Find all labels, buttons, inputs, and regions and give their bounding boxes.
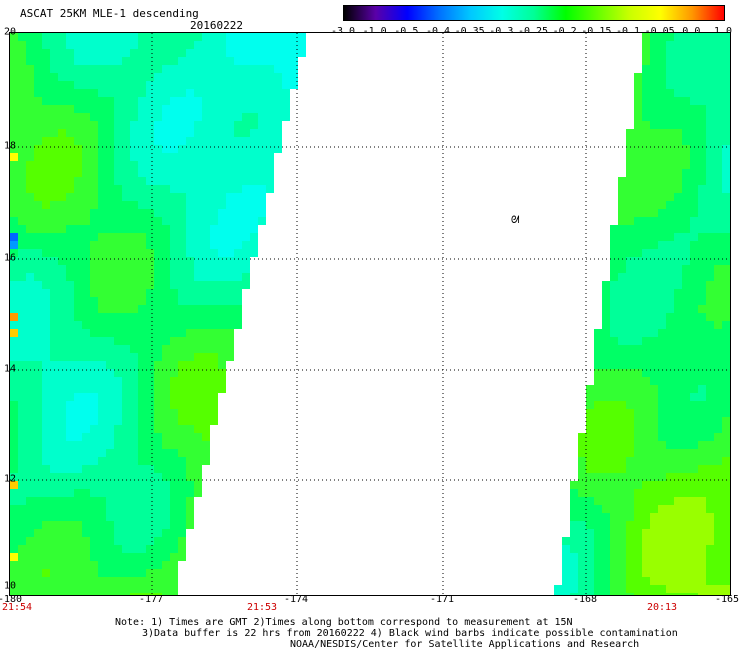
swath-map: ᘛ	[10, 33, 730, 595]
longitude-label: -171	[429, 594, 455, 605]
edge-cell	[10, 153, 18, 161]
colorbar-tick-label: -0.35	[455, 26, 485, 37]
latitude-label: 20	[4, 26, 17, 38]
latitude-label: 16	[4, 252, 17, 264]
latitude-label: 12	[4, 473, 17, 485]
colorbar-tick-label: -0.1	[616, 26, 640, 37]
colorbar-tick-label: 1.0	[714, 26, 732, 37]
map-panel: ᘛ	[9, 32, 731, 596]
edge-cell	[10, 241, 18, 249]
longitude-label: -168	[572, 594, 598, 605]
note-line-3: NOAA/NESDIS/Center for Satellite Applica…	[290, 639, 640, 650]
longitude-label: -180	[0, 594, 23, 605]
colorbar-tick-label: 0.0	[682, 26, 700, 37]
colorbar-tick-label: -0.15	[581, 26, 611, 37]
product-date: 20160222	[190, 19, 243, 32]
edge-cell	[10, 329, 18, 337]
edge-cell	[10, 233, 18, 241]
colorbar-tick-label: -3.0	[331, 26, 355, 37]
colorbar-tick-label: -0.05	[645, 26, 675, 37]
edge-cell	[10, 553, 18, 561]
longitude-label: -174	[283, 594, 309, 605]
latitude-label: 14	[4, 363, 17, 375]
colorbar-tick-label: -0.5	[394, 26, 418, 37]
colorbar-tick-label: -1.0	[363, 26, 387, 37]
time-label: 21:53	[246, 602, 278, 613]
longitude-label: -165	[714, 594, 740, 605]
color-scale-bar	[343, 5, 725, 21]
note-line-1: Note: 1) Times are GMT 2)Times along bot…	[115, 617, 573, 628]
longitude-label: -177	[138, 594, 164, 605]
product-title: ASCAT 25KM MLE-1 descending	[20, 7, 199, 20]
colorbar-tick-label: -0.25	[518, 26, 548, 37]
note-line-2: 3)Data buffer is 22 hrs from 20160222 4)…	[142, 628, 678, 639]
island-marker: ᘛ	[511, 215, 520, 226]
colorbar-tick-label: -0.3	[489, 26, 513, 37]
wind-quality-cells	[10, 33, 730, 595]
colorbar-tick-label: -0.4	[426, 26, 450, 37]
latitude-label: 18	[4, 140, 17, 152]
edge-cell	[10, 481, 18, 489]
time-label: 21:54	[1, 602, 33, 613]
latitude-label: 10	[4, 580, 17, 592]
colorbar-tick-label: -0.2	[553, 26, 577, 37]
time-label: 20:13	[646, 602, 678, 613]
edge-cell	[10, 313, 18, 321]
